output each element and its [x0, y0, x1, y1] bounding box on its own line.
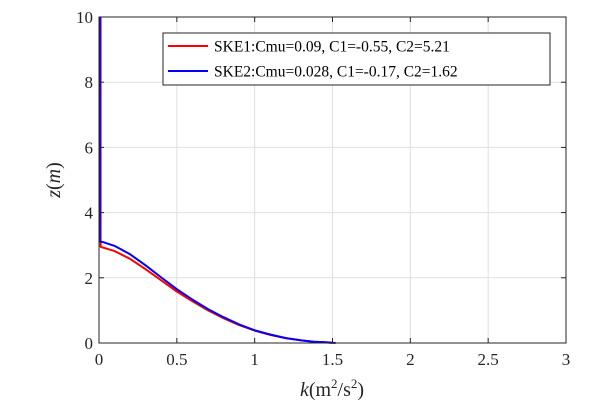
- x-tick-label: 3: [562, 350, 571, 369]
- y-tick-label: 0: [85, 334, 94, 353]
- series-lines: [98, 17, 336, 344]
- x-tick-label: 0.5: [166, 350, 187, 369]
- x-tick-label: 2.5: [478, 350, 499, 369]
- x-axis-label: k(m2/s2): [300, 376, 364, 401]
- legend-label-ske1: SKE1:Cmu=0.09, C1=-0.55, C2=5.21: [214, 39, 450, 56]
- legend-label-ske2: SKE2:Cmu=0.028, C1=-0.17, C2=1.62: [214, 64, 458, 81]
- x-tick-label: 1: [250, 350, 259, 369]
- y-tick-label: 6: [85, 138, 94, 157]
- y-axis-label: z(m): [43, 162, 65, 199]
- x-tick-label: 1.5: [322, 350, 343, 369]
- y-tick-label: 4: [85, 204, 94, 223]
- axis-ticks: 0 0.5 1 1.5 2 2.5 3 0 2 4 6 8 10: [76, 8, 570, 369]
- y-tick-label: 8: [85, 73, 94, 92]
- legend: SKE1:Cmu=0.09, C1=-0.55, C2=5.21 SKE2:Cm…: [162, 32, 551, 86]
- x-tick-label: 0: [95, 350, 104, 369]
- legend-box: [162, 32, 551, 86]
- y-tick-label: 10: [76, 8, 93, 27]
- x-tick-label: 2: [406, 350, 415, 369]
- series-line-2: [98, 17, 336, 344]
- y-tick-label: 2: [85, 269, 94, 288]
